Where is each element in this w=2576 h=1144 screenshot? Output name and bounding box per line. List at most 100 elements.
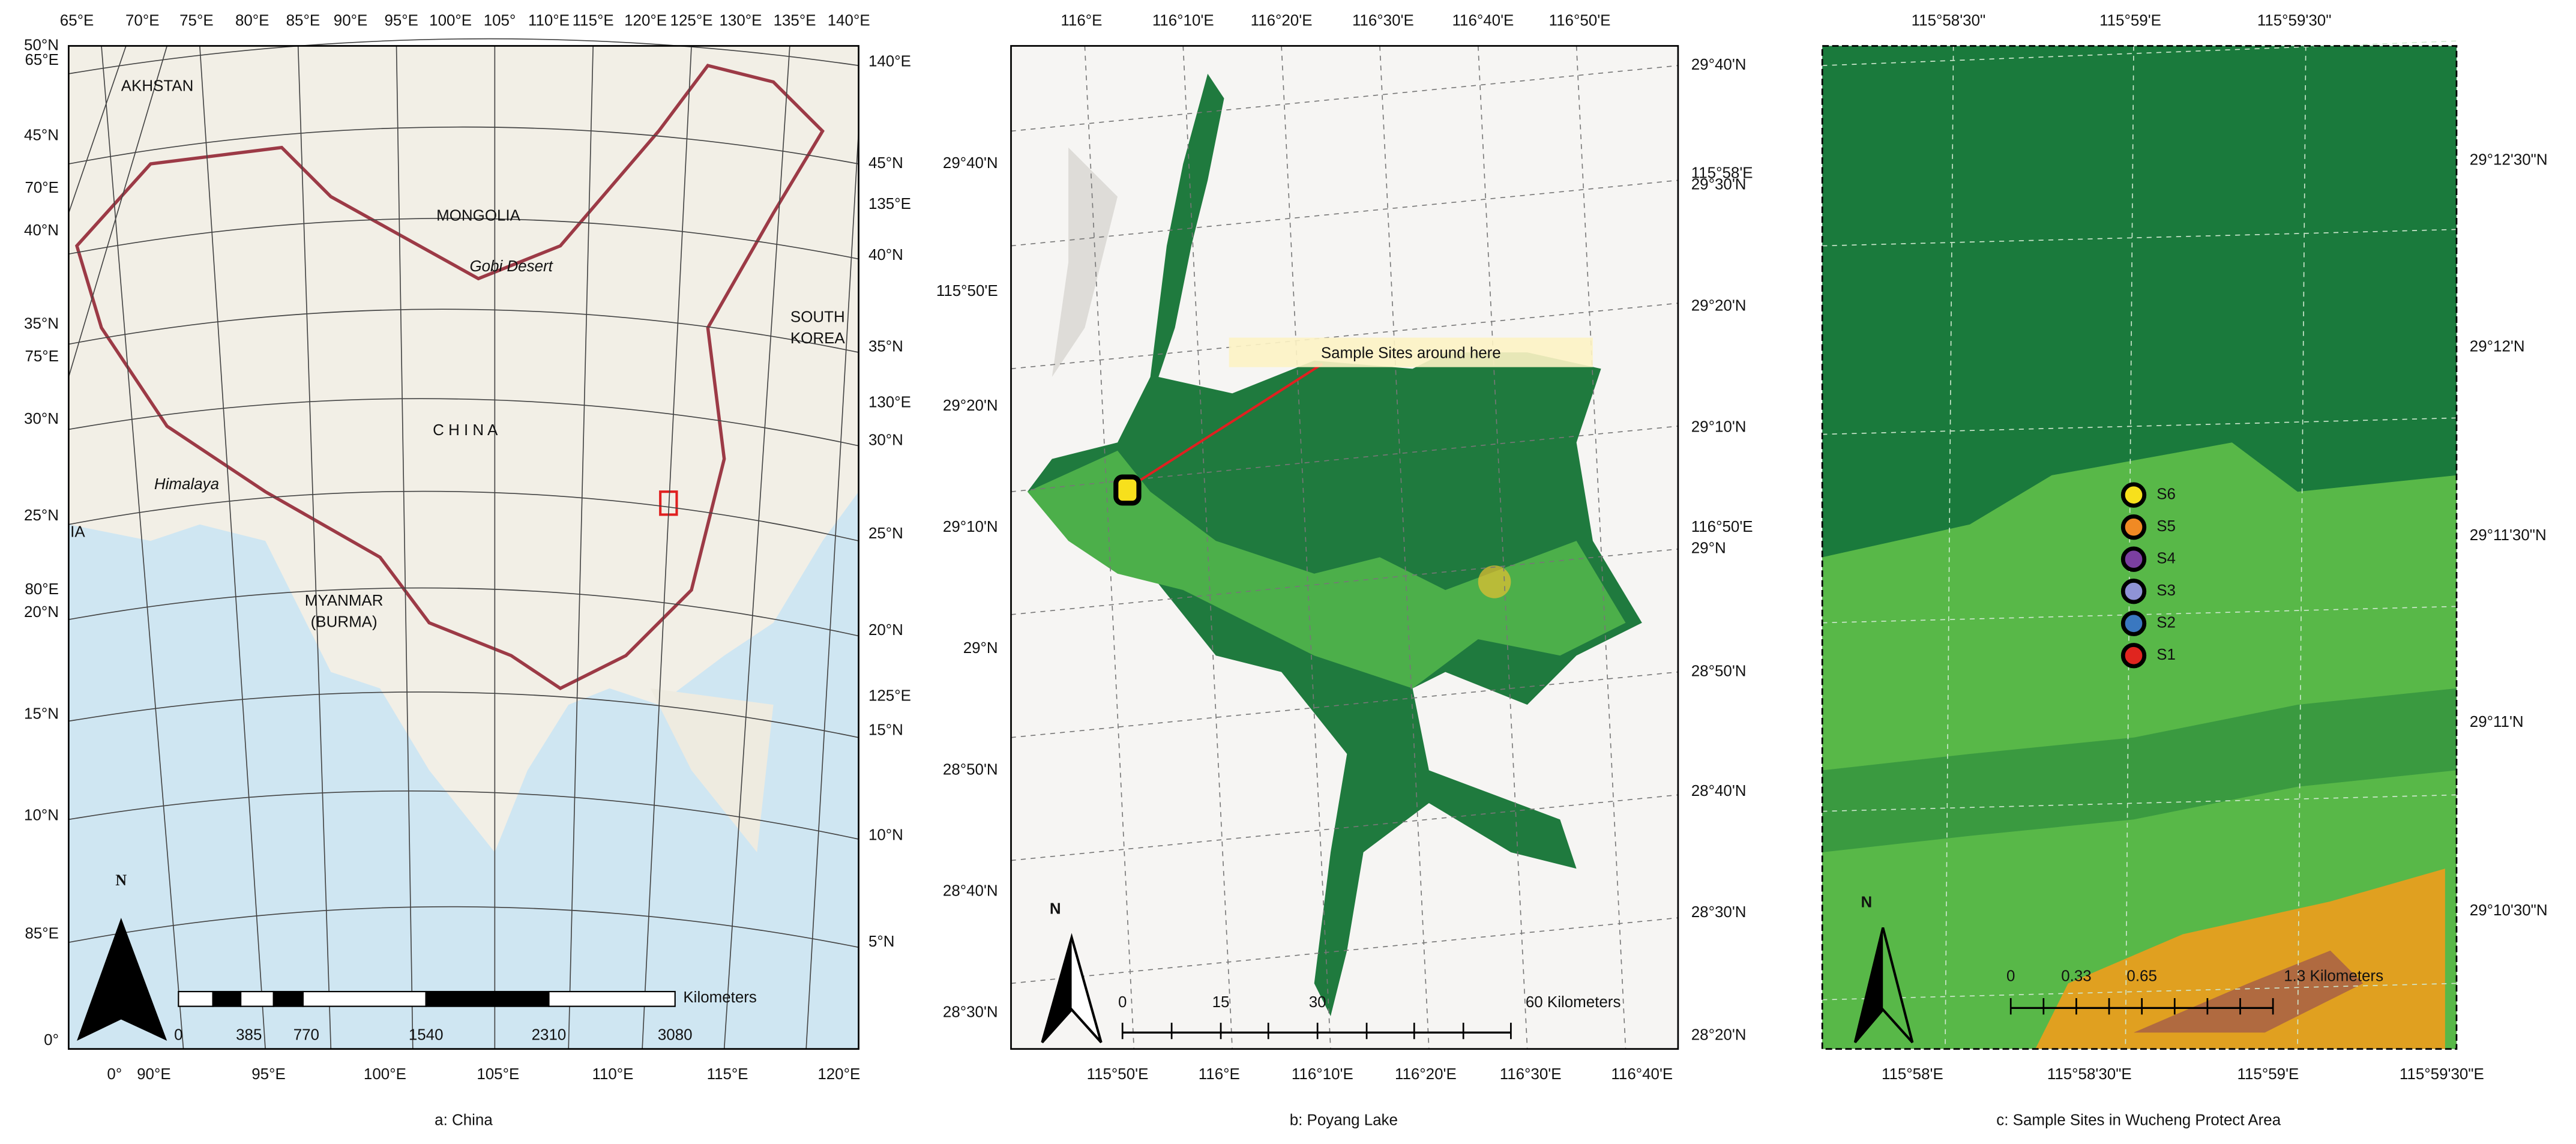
bottom-label: 115°59'30"E [2400, 1066, 2484, 1083]
top-label: 116°10'E [1152, 12, 1214, 29]
top-label: 70°E [125, 12, 160, 29]
bottom-label: 115°59'E [2237, 1066, 2299, 1083]
top-label: 135°E [774, 12, 816, 29]
left-label: 20°N [24, 604, 59, 621]
north-label: N [1050, 900, 1061, 917]
place-label: AKHSTAN [121, 78, 194, 95]
left-label: 50°N [24, 37, 59, 53]
left-label: 28°50'N [943, 761, 998, 778]
scale-label: 60 Kilometers [1526, 994, 1621, 1011]
scale-label: 3080 [658, 1027, 693, 1044]
bottom-label: 115°50'E [1087, 1066, 1149, 1083]
scale-segment [240, 990, 274, 1007]
left-label: 75°E [25, 348, 59, 365]
right-label: 135°E [868, 196, 911, 212]
left-label: 28°30'N [943, 1004, 998, 1020]
scale-label: 0 [1118, 994, 1127, 1011]
place-label: MONGOLIA [436, 207, 520, 224]
scale-label: 30 [1309, 994, 1326, 1011]
top-label: 65°E [60, 12, 94, 29]
right-label: 15°N [868, 722, 903, 739]
top-label: 85°E [286, 12, 320, 29]
right-label: 29°11'30"N [2470, 527, 2547, 544]
site-marker [2120, 482, 2147, 508]
right-label: 35°N [868, 339, 903, 355]
right-label: 25°N [868, 525, 903, 542]
right-label: 29°20'N [1691, 297, 1747, 314]
caption: b: Poyang Lake [1290, 1112, 1398, 1129]
right-label: 20°N [868, 622, 903, 639]
top-label: 115°59'E [2099, 12, 2161, 29]
top-label: 115°58'30" [1912, 12, 1986, 29]
north-arrow [77, 918, 167, 1041]
left-label: 30°N [24, 411, 59, 427]
right-label: 29°N [1691, 540, 1726, 557]
scale-label: 2310 [532, 1027, 567, 1044]
bottom-label: 115°58'E [1882, 1066, 1943, 1083]
site-marker [2120, 643, 2147, 669]
bottom-label: 116°30'E [1500, 1066, 1562, 1083]
caption: c: Sample Sites in Wucheng Protect Area [1996, 1112, 2281, 1129]
right-label: 140°E [868, 53, 911, 70]
scale-segment [302, 990, 427, 1007]
scale-label: 0.33 [2061, 968, 2091, 984]
left-label: 65°E [25, 52, 59, 68]
site-marker [2120, 546, 2147, 572]
left-label: 29°40'N [943, 155, 998, 172]
panel-b-map [1010, 45, 1679, 1050]
right-label: 28°40'N [1691, 783, 1747, 799]
left-label: 25°N [24, 507, 59, 524]
site-label: S3 [2156, 582, 2176, 599]
right-label: 10°N [868, 826, 903, 843]
site-label: S5 [2156, 518, 2176, 535]
north-label: N [1861, 894, 1873, 911]
right-label: 29°12'N [2470, 339, 2525, 355]
scale-label: 0.65 [2126, 968, 2156, 984]
left-label: 29°10'N [943, 519, 998, 535]
right-label: 115°58'E [1691, 164, 1753, 181]
left-label: 15°N [24, 705, 59, 722]
place-label: IA [70, 523, 85, 540]
site-marker [2120, 610, 2147, 636]
place-label: Himalaya [154, 476, 219, 493]
place-label: (BURMA) [311, 614, 378, 631]
left-label: 70°E [25, 179, 59, 196]
top-label: 100°E [429, 12, 472, 29]
right-label: 5°N [868, 933, 895, 950]
scale-label: 0 [174, 1027, 182, 1044]
place-label: C H I N A [433, 422, 498, 439]
left-label: 29°N [963, 640, 998, 657]
top-label: 110°E [528, 12, 570, 29]
right-label: 116°50'E [1691, 519, 1753, 535]
top-label: 125°E [670, 12, 713, 29]
scale-segment [272, 990, 304, 1007]
top-label: 130°E [719, 12, 762, 29]
north-label: N [115, 872, 127, 889]
left-label: 10°N [24, 807, 59, 824]
left-label: 40°N [24, 222, 59, 239]
left-label: 80°E [25, 581, 59, 598]
top-label: 116°E [1061, 12, 1102, 29]
bottom-label: 0° [107, 1066, 122, 1083]
scale-segment [212, 990, 242, 1007]
scale-label: 1.3 Kilometers [2284, 968, 2383, 984]
bottom-label: 100°E [364, 1066, 406, 1083]
site-marker [2120, 514, 2147, 540]
top-label: 120°E [624, 12, 667, 29]
left-label: 85°E [25, 925, 59, 942]
place-label: KOREA [790, 330, 846, 347]
annotation-box [1229, 337, 1593, 367]
left-label: 0° [44, 1032, 59, 1049]
right-label: 29°30'N [1691, 176, 1747, 193]
site-label: S6 [2156, 486, 2176, 503]
top-label: 75°E [179, 12, 214, 29]
scale-segment [178, 990, 214, 1007]
right-label: 28°20'N [1691, 1027, 1747, 1044]
right-label: 29°10'30"N [2470, 902, 2548, 919]
scale-label: 15 [1212, 994, 1230, 1011]
bottom-label: 105°E [477, 1066, 519, 1083]
place-label: MYANMAR [305, 592, 384, 609]
bottom-label: 120°E [817, 1066, 860, 1083]
site-marker [2120, 579, 2147, 604]
